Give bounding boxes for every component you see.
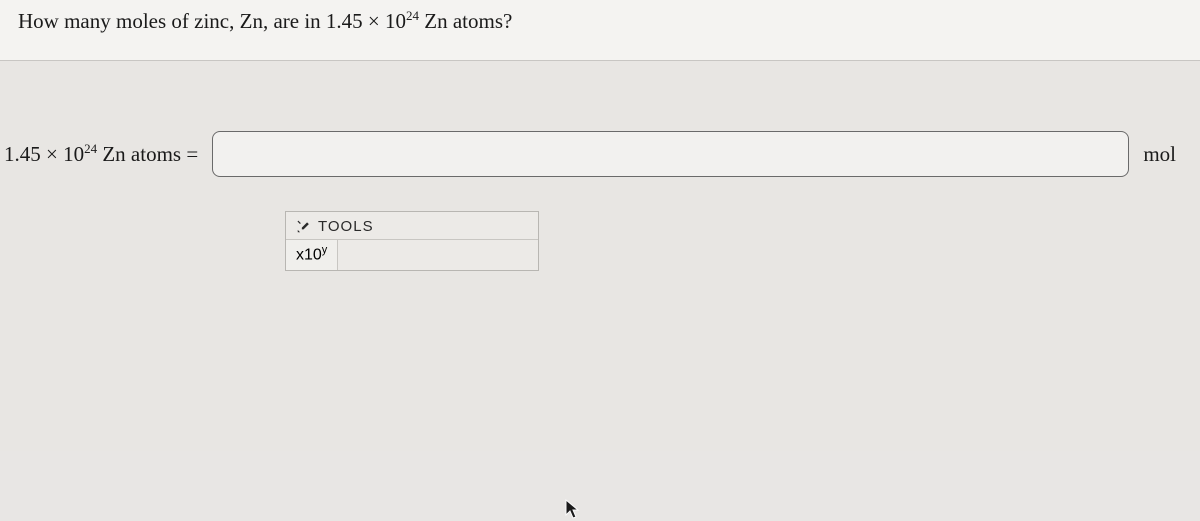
work-area: 1.45 × 1024 Zn atoms = mol TOOLS x10y	[0, 60, 1200, 451]
question-exponent: 24	[406, 8, 419, 23]
lhs-exponent: 24	[84, 141, 97, 156]
unit-label: mol	[1143, 142, 1182, 167]
question-prefix: How many moles of zinc, Zn, are in 1.45 …	[18, 9, 406, 33]
question-suffix: Zn atoms?	[419, 9, 512, 33]
answer-input[interactable]	[212, 131, 1129, 177]
lhs-expression: 1.45 × 1024 Zn atoms =	[4, 141, 198, 167]
tools-header-label: TOOLS	[318, 218, 374, 235]
sci-notation-button[interactable]: x10y	[286, 240, 338, 270]
tools-header: TOOLS	[286, 212, 538, 239]
question-text: How many moles of zinc, Zn, are in 1.45 …	[0, 0, 1200, 60]
sci-notation-exp: y	[322, 244, 328, 256]
tools-panel: TOOLS x10y	[285, 211, 539, 271]
tools-icon	[296, 220, 310, 234]
sci-notation-base: x10	[296, 246, 322, 263]
tools-row: x10y	[286, 239, 538, 270]
mouse-cursor-icon	[565, 499, 581, 521]
lhs-prefix: 1.45 × 10	[4, 142, 84, 166]
lhs-suffix: Zn atoms =	[97, 142, 198, 166]
answer-row: 1.45 × 1024 Zn atoms = mol	[4, 131, 1182, 177]
